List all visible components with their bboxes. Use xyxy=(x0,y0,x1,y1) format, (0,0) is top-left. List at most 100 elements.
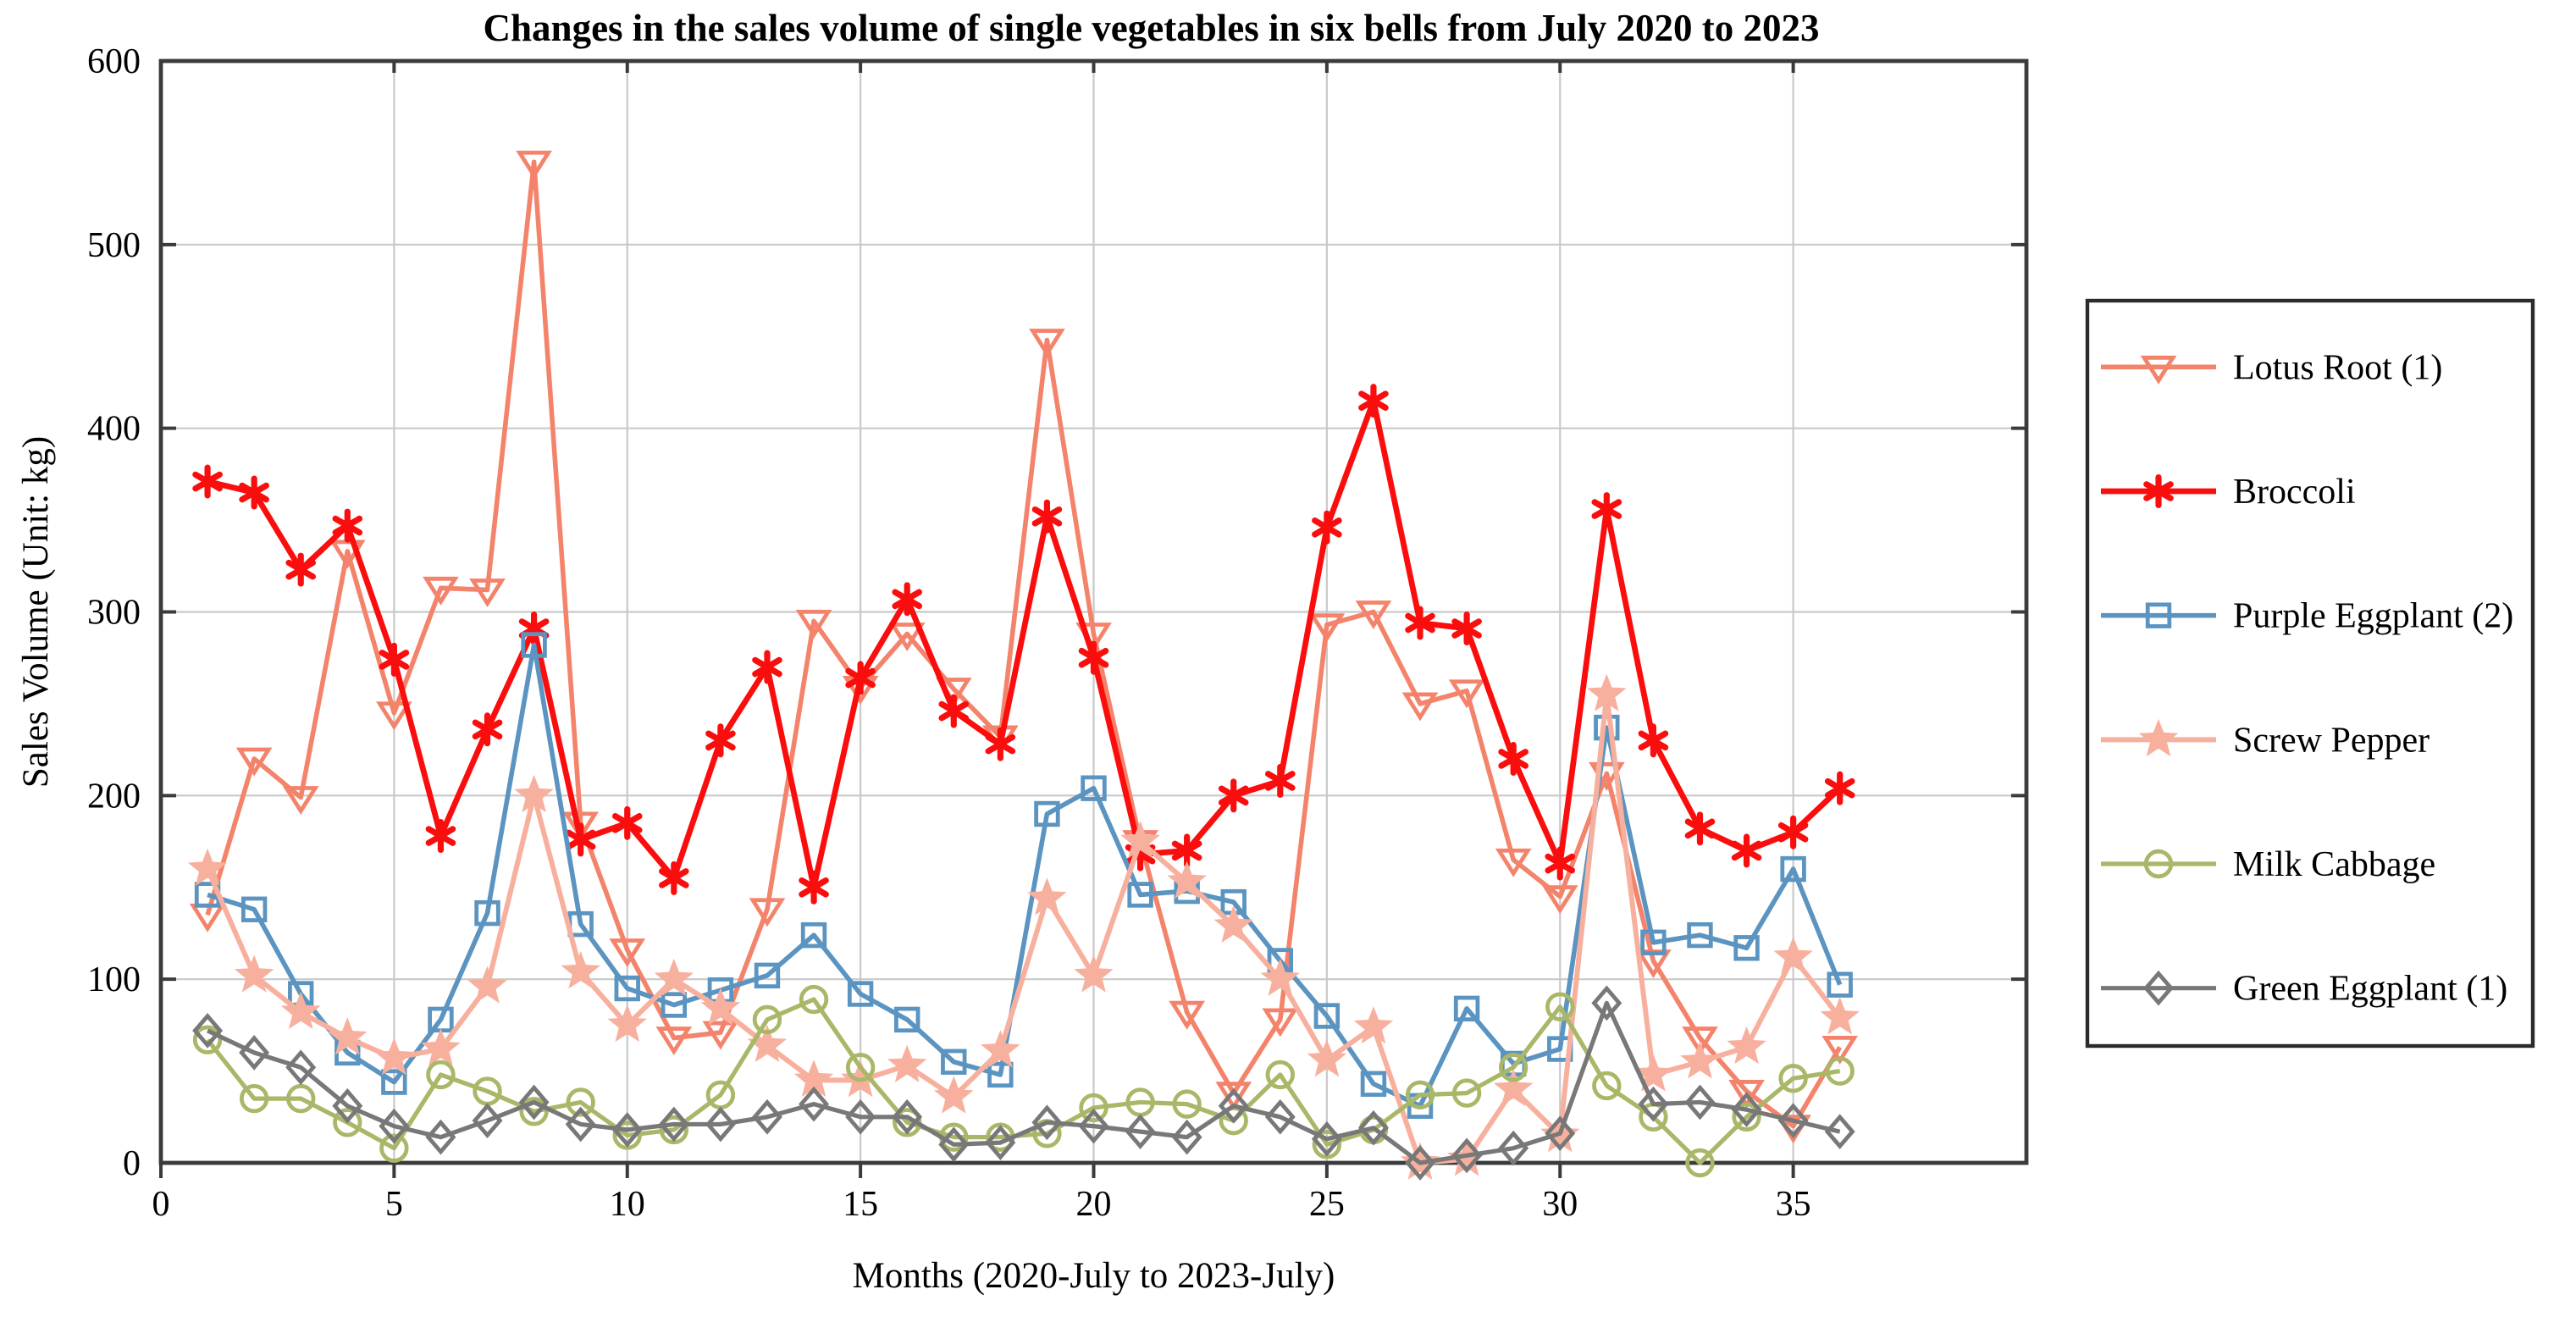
marker-asterisk xyxy=(379,642,410,677)
marker-triangle-down xyxy=(1821,1035,1859,1065)
marker-star xyxy=(1680,1041,1720,1079)
asterisk-spoke xyxy=(425,826,456,846)
marker-diamond xyxy=(799,1086,830,1122)
marker-asterisk xyxy=(192,464,223,499)
marker-triangle-down xyxy=(1541,885,1578,915)
legend-label: Green Eggplant (1) xyxy=(2233,970,2507,1009)
marker-triangle-down xyxy=(702,1021,739,1050)
asterisk-spoke xyxy=(1218,785,1249,806)
marker-square xyxy=(1640,929,1667,956)
marker-diamond xyxy=(938,1126,970,1163)
marker-diamond xyxy=(192,1013,224,1049)
marker-star xyxy=(654,958,694,996)
marker-star xyxy=(234,955,274,993)
marker-square xyxy=(661,992,688,1018)
asterisk-spoke xyxy=(1451,618,1482,639)
marker-star xyxy=(1587,673,1627,711)
marker-asterisk xyxy=(1405,606,1435,640)
marker-diamond xyxy=(1498,1130,1529,1166)
marker-circle xyxy=(1778,1064,1808,1093)
marker-star xyxy=(374,1037,414,1076)
marker-asterisk xyxy=(1312,510,1342,545)
marker-square xyxy=(1360,1071,1387,1097)
marker-square xyxy=(2145,602,2172,628)
marker-star xyxy=(421,1028,461,1066)
y-tick-label: 500 xyxy=(87,226,141,265)
marker-diamond xyxy=(239,1035,270,1071)
asterisk-spoke xyxy=(1312,517,1342,538)
legend-label: Purple Eggplant (2) xyxy=(2233,597,2513,636)
marker-circle xyxy=(1265,1060,1296,1090)
marker-circle xyxy=(1172,1089,1202,1119)
marker-triangle-down xyxy=(423,576,459,606)
marker-square xyxy=(1034,800,1060,827)
marker-circle xyxy=(845,1053,876,1082)
legend-label: Lotus Root (1) xyxy=(2233,348,2442,387)
marker-diamond xyxy=(1638,1086,1669,1122)
asterisk-spoke xyxy=(1078,647,1109,668)
marker-asterisk xyxy=(332,508,363,543)
asterisk-spoke xyxy=(1358,390,1389,411)
asterisk-spoke xyxy=(799,877,829,898)
marker-asterisk xyxy=(425,819,456,854)
marker-star xyxy=(1074,955,1114,993)
marker-diamond xyxy=(705,1106,736,1143)
marker-asterisk xyxy=(1498,741,1528,776)
asterisk-spoke xyxy=(1731,840,1762,861)
asterisk-spoke xyxy=(659,868,689,888)
marker-circle xyxy=(659,1115,689,1145)
marker-asterisk xyxy=(1218,778,1249,813)
marker-triangle-down xyxy=(1029,329,1065,358)
marker-star xyxy=(934,1076,974,1114)
legend-item-green-eggplant-1: Green Eggplant (1) xyxy=(2101,970,2507,1009)
marker-triangle-down xyxy=(1682,1026,1718,1056)
marker-circle xyxy=(286,1083,316,1114)
asterisk-spoke xyxy=(472,719,503,740)
marker-triangle-down xyxy=(1448,679,1485,709)
series-line xyxy=(207,397,1843,891)
marker-star xyxy=(1120,821,1160,859)
y-tick-label: 300 xyxy=(87,594,141,633)
marker-square xyxy=(521,632,547,658)
series-markers xyxy=(192,384,1855,905)
marker-square xyxy=(474,899,500,927)
marker-diamond xyxy=(472,1103,503,1139)
marker-triangle-down xyxy=(516,150,552,180)
marker-star xyxy=(1260,958,1301,996)
marker-star xyxy=(1307,1039,1347,1077)
asterisk-spoke xyxy=(985,733,1016,755)
marker-triangle-down xyxy=(609,938,646,967)
marker-diamond xyxy=(985,1125,1016,1161)
marker-circle xyxy=(239,1083,269,1114)
marker-asterisk xyxy=(752,650,782,684)
x-tick-label: 25 xyxy=(1309,1185,1345,1224)
marker-diamond xyxy=(285,1049,317,1086)
x-tick-label: 20 xyxy=(1076,1185,1112,1224)
marker-square xyxy=(1453,995,1480,1022)
x-tick-label: 10 xyxy=(610,1185,645,1224)
y-axis-label: Sales Volume (Unit: kg) xyxy=(16,436,56,788)
marker-square xyxy=(1733,935,1760,961)
marker-square xyxy=(614,975,640,1002)
marker-triangle-down xyxy=(2140,355,2177,385)
marker-asterisk xyxy=(1545,846,1576,881)
marker-circle xyxy=(612,1121,642,1150)
legend-item-broccoli: Broccoli xyxy=(2101,473,2356,512)
marker-triangle-down xyxy=(562,811,600,841)
marker-diamond xyxy=(1451,1137,1483,1174)
marker-diamond xyxy=(565,1106,596,1143)
marker-star xyxy=(607,1004,647,1043)
marker-circle xyxy=(566,1087,595,1117)
marker-diamond xyxy=(2143,970,2174,1006)
legend-box xyxy=(2085,298,2535,1049)
marker-star xyxy=(1727,1026,1766,1065)
marker-circle xyxy=(799,984,829,1015)
marker-circle xyxy=(1685,1148,1715,1178)
marker-circle xyxy=(1405,1080,1435,1109)
marker-circle xyxy=(1451,1078,1482,1108)
asterisk-spoke xyxy=(1545,853,1576,874)
asterisk-spoke xyxy=(192,471,223,492)
series-markers xyxy=(192,985,1855,1181)
marker-star xyxy=(1493,1068,1534,1107)
